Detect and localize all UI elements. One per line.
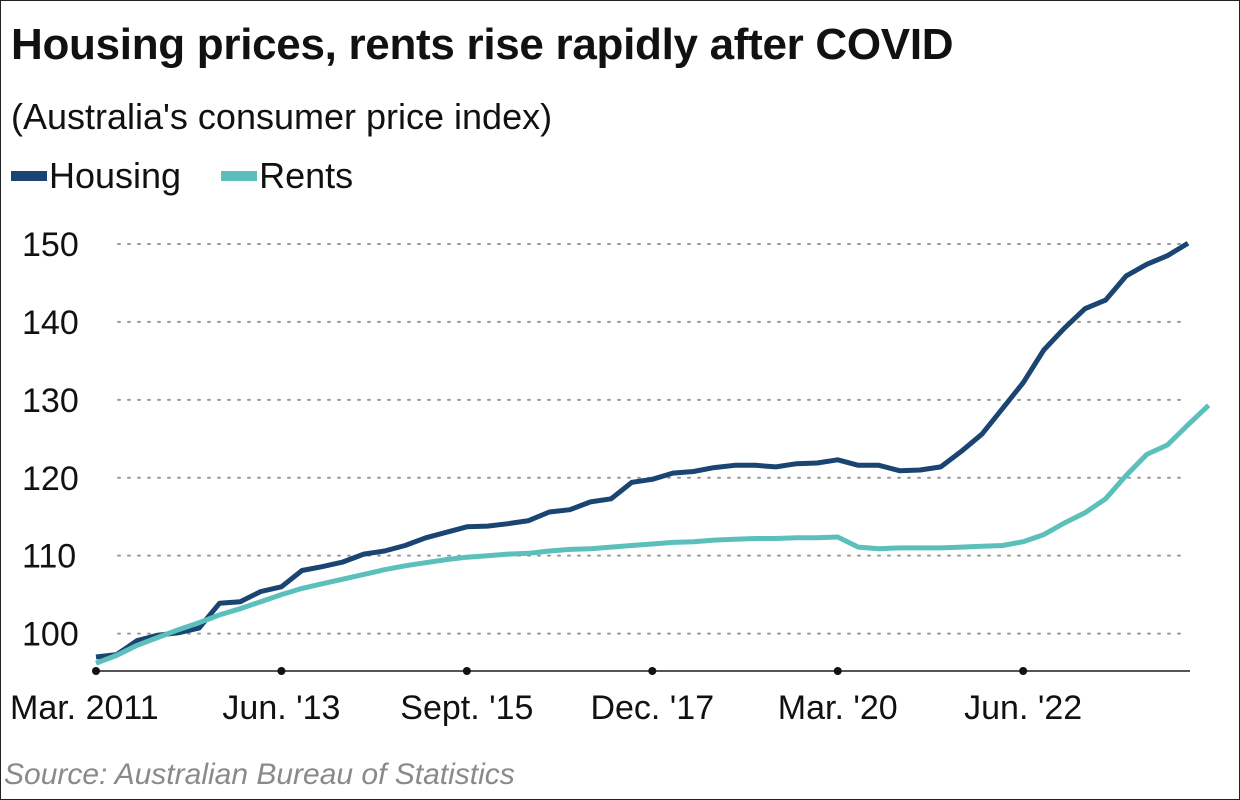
gridlines	[117, 243, 1189, 635]
x-tick-mark-2	[462, 667, 471, 675]
x-tick-label-1: Jun. '13	[222, 689, 340, 727]
x-axis-ticks: Mar. 2011 Jun. '13 Sept. '15 Dec. '17 Mar. '…	[10, 667, 1082, 727]
legend-item-rents: Rents	[221, 155, 353, 197]
legend-item-housing: Housing	[11, 155, 181, 197]
x-tick-label-3: Dec. '17	[590, 689, 714, 727]
series-line-housing	[95, 241, 1190, 660]
chart-legend: Housing Rents	[11, 154, 393, 198]
chart-title: Housing prices, rents rise rapidly after…	[11, 20, 954, 69]
y-tick-label-100: 100	[22, 616, 79, 654]
x-tick-label-5: Jun. '22	[964, 689, 1082, 727]
x-tick-mark-1	[277, 667, 286, 675]
x-tick-mark-4	[833, 667, 842, 675]
series-lines	[95, 241, 1211, 666]
x-tick-mark-5	[1019, 667, 1028, 675]
legend-label-rents: Rents	[259, 155, 354, 196]
x-tick-label-0: Mar. 2011	[10, 689, 159, 727]
y-tick-label-150: 150	[22, 226, 79, 264]
y-tick-label-130: 130	[22, 382, 79, 420]
y-tick-label-110: 110	[22, 538, 76, 576]
chart-subtitle: (Australia's consumer price index)	[11, 96, 553, 137]
x-tick-label-4: Mar. '20	[778, 689, 898, 727]
source-note: Source: Australian Bureau of Statistics	[4, 758, 515, 791]
y-tick-label-140: 140	[22, 304, 79, 342]
x-tick-mark-0	[92, 667, 100, 675]
x-tick-mark-3	[648, 667, 657, 675]
y-tick-label-120: 120	[22, 460, 79, 498]
x-tick-label-2: Sept. '15	[400, 689, 533, 727]
series-line-rents	[95, 403, 1211, 666]
legend-swatch-rents	[221, 171, 258, 181]
legend-swatch-housing	[11, 171, 47, 181]
legend-label-housing: Housing	[49, 155, 182, 196]
y-axis-labels: 100 110 120 130 140 150	[22, 226, 79, 654]
